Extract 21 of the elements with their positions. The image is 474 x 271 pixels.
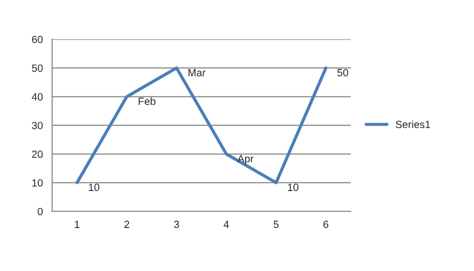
y-tick-label: 30 — [32, 122, 43, 130]
x-tick-label: 2 — [124, 220, 130, 228]
data-label: 10 — [288, 184, 298, 192]
data-label: 10 — [88, 184, 100, 192]
y-tick-label: 60 — [32, 36, 43, 44]
x-tick-label: 4 — [224, 220, 229, 228]
data-label: 50 — [337, 68, 348, 76]
data-label: Feb — [138, 97, 156, 106]
x-tick-label: 1 — [74, 220, 80, 228]
line-series — [75, 66, 328, 184]
data-label: Apr — [237, 155, 254, 164]
y-tick-label: 10 — [32, 179, 43, 187]
y-tick-label: 0 — [38, 208, 43, 216]
y-tick-label: 40 — [32, 93, 43, 101]
y-tick-label: 50 — [32, 64, 43, 72]
x-tick-label: 6 — [324, 220, 328, 228]
legend-label: Series1 — [396, 120, 430, 128]
x-tick-label: 5 — [274, 220, 279, 228]
data-label: Mar — [188, 69, 206, 76]
x-tick-label: 3 — [174, 220, 180, 228]
y-tick-label: 20 — [32, 150, 43, 158]
